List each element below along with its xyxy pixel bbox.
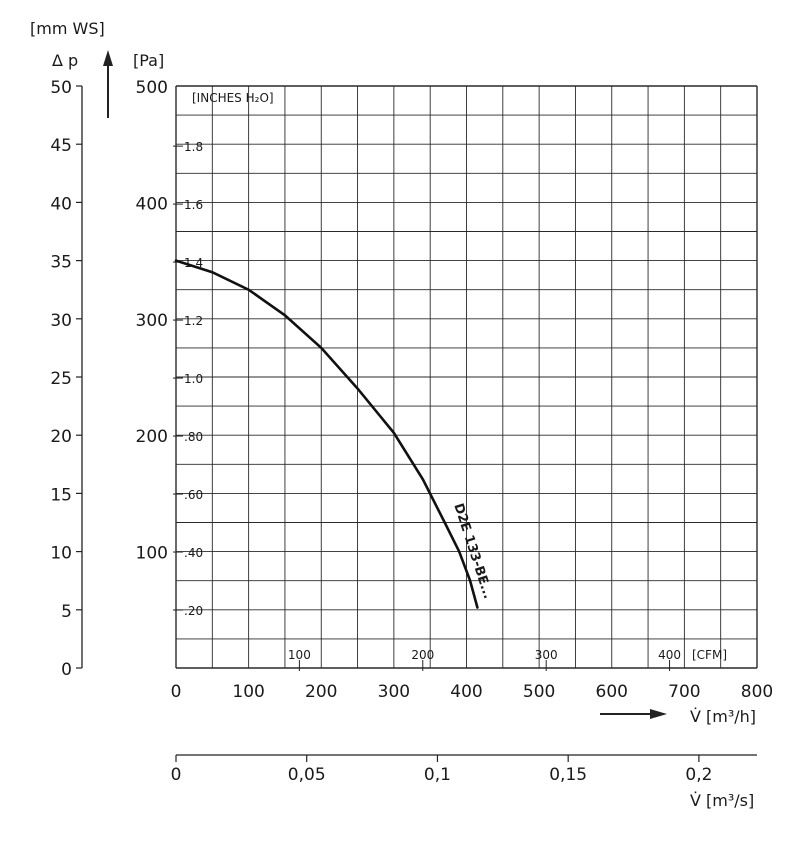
mmws-unit-label: [mm WS] bbox=[30, 19, 105, 38]
cfm-tick-label: 100 bbox=[288, 648, 311, 662]
axis-labels: 100 200 300 400 500 0 5 10 15 20 25 30 35 40 45 50 .20 .4… bbox=[50, 78, 773, 785]
m3s-tick-label: 0,15 bbox=[549, 765, 587, 785]
pa-tick-label: 100 bbox=[136, 544, 168, 564]
mmws-tick-label: 50 bbox=[50, 78, 72, 98]
pa-tick-label: 300 bbox=[136, 311, 168, 331]
cfm-tick-label: 200 bbox=[411, 648, 434, 662]
inches-tick-label: 1.2 bbox=[184, 314, 203, 328]
m3h-tick-label: 700 bbox=[668, 682, 700, 702]
mmws-tick-label: 35 bbox=[50, 253, 72, 273]
m3h-tick-label: 0 bbox=[171, 682, 182, 702]
inches-tick-label: .80 bbox=[184, 430, 203, 444]
mmws-tick-label: 45 bbox=[50, 136, 72, 156]
m3h-tick-label: 800 bbox=[741, 682, 773, 702]
m3h-tick-label: 300 bbox=[378, 682, 410, 702]
pa-unit-label: [Pa] bbox=[133, 51, 164, 70]
inches-tick-label: 1.6 bbox=[184, 198, 203, 212]
mmws-tick-label: 15 bbox=[50, 485, 72, 505]
inches-tick-label: .20 bbox=[184, 604, 203, 618]
inches-tick-label: 1.0 bbox=[184, 372, 203, 386]
mmws-tick-label: 10 bbox=[50, 544, 72, 564]
inches-tick-label: 1.8 bbox=[184, 140, 203, 154]
mmws-tick-label: 40 bbox=[50, 194, 72, 214]
m3h-tick-label: 400 bbox=[450, 682, 482, 702]
inches-h2o-unit-label: [INCHES H₂O] bbox=[192, 91, 274, 105]
fan-curve-line bbox=[174, 259, 479, 609]
delta-p-label: Δ p bbox=[52, 51, 78, 70]
cfm-tick-label: 300 bbox=[535, 648, 558, 662]
inches-tick-label: .40 bbox=[184, 546, 203, 560]
m3s-tick-label: 0 bbox=[171, 765, 182, 785]
mmws-tick-label: 0 bbox=[61, 660, 72, 680]
m3h-unit-label: V̇ [m³/h] bbox=[690, 707, 756, 726]
mmws-tick-label: 25 bbox=[50, 369, 72, 389]
mmws-tick-label: 5 bbox=[61, 602, 72, 622]
mmws-tick-label: 20 bbox=[50, 427, 72, 447]
pa-tick-label: 500 bbox=[136, 78, 168, 98]
mmws-tick-label: 30 bbox=[50, 311, 72, 331]
m3s-tick-label: 0,2 bbox=[685, 765, 712, 785]
cfm-tick-label: 400 bbox=[658, 648, 681, 662]
m3s-unit-label: V̇ [m³/s] bbox=[690, 791, 754, 810]
pa-tick-label: 400 bbox=[136, 194, 168, 214]
inches-tick-label: .60 bbox=[184, 488, 203, 502]
m3h-tick-label: 100 bbox=[232, 682, 264, 702]
flow-arrow-icon bbox=[650, 709, 667, 719]
m3s-tick-label: 0,1 bbox=[424, 765, 451, 785]
m3h-tick-label: 200 bbox=[305, 682, 337, 702]
axis-ticks bbox=[76, 85, 700, 762]
cfm-unit-label: [CFM] bbox=[692, 648, 727, 662]
delta-p-arrow-icon bbox=[103, 50, 113, 66]
pa-tick-label: 200 bbox=[136, 427, 168, 447]
m3h-tick-label: 600 bbox=[596, 682, 628, 702]
m3s-tick-label: 0,05 bbox=[288, 765, 326, 785]
m3h-tick-label: 500 bbox=[523, 682, 555, 702]
grid bbox=[175, 85, 758, 669]
